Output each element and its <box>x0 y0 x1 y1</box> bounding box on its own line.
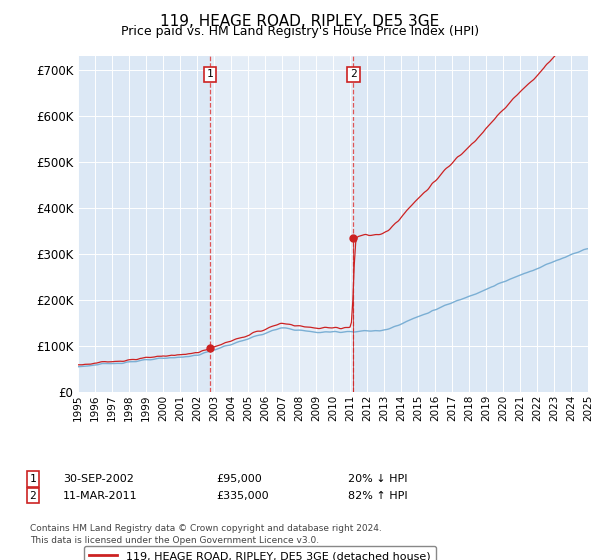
Legend: 119, HEAGE ROAD, RIPLEY, DE5 3GE (detached house), HPI: Average price, detached : 119, HEAGE ROAD, RIPLEY, DE5 3GE (detach… <box>83 546 436 560</box>
Text: 119, HEAGE ROAD, RIPLEY, DE5 3GE: 119, HEAGE ROAD, RIPLEY, DE5 3GE <box>160 14 440 29</box>
Text: 1: 1 <box>206 69 213 80</box>
Text: 82% ↑ HPI: 82% ↑ HPI <box>348 491 407 501</box>
Text: 11-MAR-2011: 11-MAR-2011 <box>63 491 137 501</box>
Text: £335,000: £335,000 <box>216 491 269 501</box>
Text: Price paid vs. HM Land Registry's House Price Index (HPI): Price paid vs. HM Land Registry's House … <box>121 25 479 38</box>
Text: £95,000: £95,000 <box>216 474 262 484</box>
Bar <box>210 56 353 392</box>
Text: 30-SEP-2002: 30-SEP-2002 <box>63 474 134 484</box>
Text: Contains HM Land Registry data © Crown copyright and database right 2024.
This d: Contains HM Land Registry data © Crown c… <box>30 524 382 545</box>
Text: 2: 2 <box>350 69 357 80</box>
Text: 1: 1 <box>29 474 37 484</box>
Text: 20% ↓ HPI: 20% ↓ HPI <box>348 474 407 484</box>
Text: 2: 2 <box>29 491 37 501</box>
